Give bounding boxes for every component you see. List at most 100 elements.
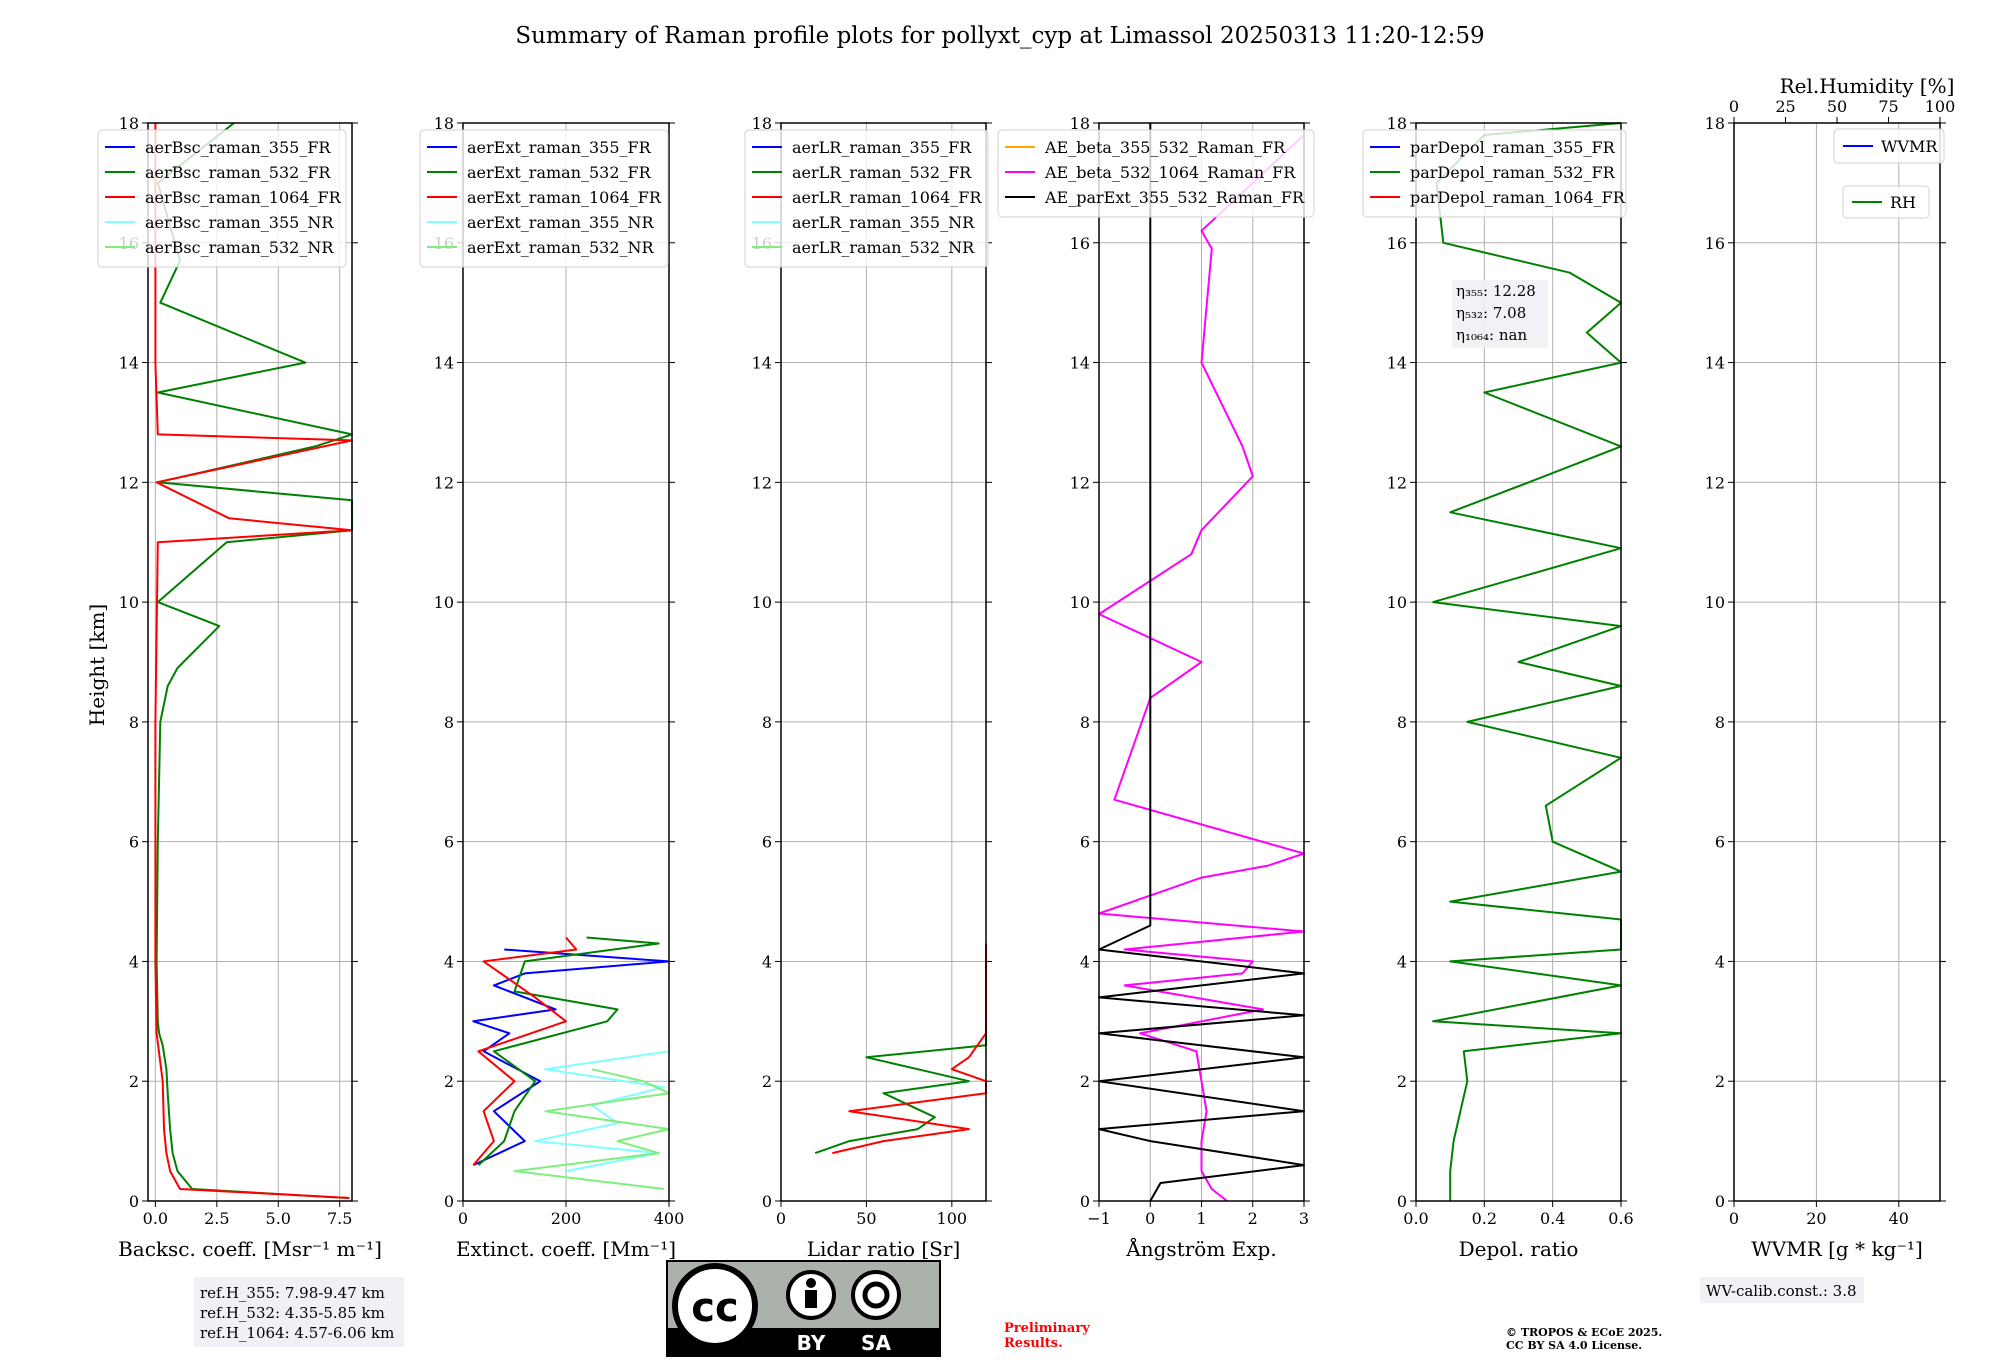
- legend-entry: aerLR_raman_355_NR: [792, 213, 975, 232]
- series-line-parDepol_raman_532_FR: [1432, 122, 1622, 1201]
- y-tick-label: 10: [752, 593, 772, 612]
- ref-height-532: ref.H_532: 4.35-5.85 km: [200, 1304, 385, 1322]
- by-person-head: [806, 1278, 816, 1288]
- legend-entry: aerBsc_raman_355_NR: [145, 213, 334, 232]
- x-tick-label: 0.6: [1608, 1209, 1633, 1228]
- x-axis-label: WVMR [g * kg⁻¹]: [1751, 1237, 1923, 1261]
- x-tick-label: 100: [937, 1209, 968, 1228]
- y-tick-label: 4: [129, 952, 139, 971]
- series-line-aerExt_raman_355_NR: [534, 1050, 670, 1173]
- eta-532: η₅₃₂: 7.08: [1456, 304, 1526, 322]
- x-axis-label: Extinct. coeff. [Mm⁻¹]: [456, 1237, 676, 1261]
- y-tick-label: 16: [1070, 234, 1090, 253]
- y-tick-label: 4: [444, 952, 454, 971]
- y-tick-label: 0: [762, 1192, 772, 1211]
- top-x-tick-label: 25: [1775, 97, 1795, 116]
- y-axis-label: Height [km]: [85, 604, 109, 726]
- eta-355: η₃₅₅: 12.28: [1456, 282, 1536, 300]
- cc-license-badge: cc BY SA: [666, 1260, 941, 1357]
- y-tick-label: 6: [1080, 833, 1090, 852]
- legend-entry: aerBsc_raman_355_FR: [145, 138, 331, 157]
- legend-box: [1842, 185, 1930, 219]
- y-tick-label: 10: [1070, 593, 1090, 612]
- top-x-tick-label: 75: [1878, 97, 1898, 116]
- legend-entry: aerLR_raman_532_FR: [792, 163, 972, 182]
- legend-entry: parDepol_raman_1064_FR: [1410, 188, 1626, 207]
- legend-entry: aerBsc_raman_532_NR: [145, 238, 334, 257]
- plot-frame: [780, 122, 987, 1202]
- legend-entry: AE_parExt_355_532_Raman_FR: [1044, 188, 1305, 207]
- y-tick-label: 8: [1397, 713, 1407, 732]
- x-tick-label: 20: [1806, 1209, 1826, 1228]
- y-tick-label: 18: [752, 114, 772, 133]
- y-tick-label: 16: [1705, 234, 1725, 253]
- plot-frame: [147, 122, 353, 1202]
- x-axis-label: Depol. ratio: [1459, 1237, 1579, 1261]
- x-tick-label: 0.0: [143, 1209, 168, 1228]
- ref-height-355: ref.H_355: 7.98-9.47 km: [200, 1284, 385, 1302]
- x-axis-label: Lidar ratio [Sr]: [807, 1237, 961, 1261]
- y-tick-label: 0: [1715, 1192, 1725, 1211]
- panel-6: 0 20 40 0 2 4 6 8 10 12 14 16 18 WVMR [g * kg⁻¹] 0 25 50…: [1705, 74, 1956, 1261]
- x-tick-label: 2: [1248, 1209, 1258, 1228]
- y-tick-label: 8: [762, 713, 772, 732]
- legend-entry: WVMR: [1881, 137, 1938, 156]
- y-tick-label: 18: [1387, 114, 1407, 133]
- panel-5: 0.0 0.2 0.4 0.6 0 2 4 6 8 10 12 14 16 18 Depol. ratio p…: [1362, 114, 1634, 1261]
- y-tick-label: 6: [1715, 833, 1725, 852]
- plot-frame: [1415, 122, 1622, 1202]
- legend-box: [419, 129, 669, 268]
- y-tick-label: 18: [1070, 114, 1090, 133]
- legend-entry: aerExt_raman_1064_FR: [467, 188, 662, 207]
- legend-entry: aerExt_raman_532_FR: [467, 163, 652, 182]
- figure-title: Summary of Raman profile plots for polly…: [515, 23, 1484, 49]
- legend-entry: aerBsc_raman_532_FR: [145, 163, 331, 182]
- y-tick-label: 12: [1070, 473, 1090, 492]
- y-tick-label: 4: [1715, 952, 1725, 971]
- y-tick-label: 16: [1387, 234, 1407, 253]
- cc-logo-icon: [672, 1263, 758, 1349]
- plot-frame: [1098, 122, 1305, 1202]
- copyright-line-2: CC BY SA 4.0 License.: [1506, 1339, 1642, 1352]
- x-axis-label: Ångström Exp.: [1125, 1236, 1276, 1261]
- legend-box: [744, 129, 989, 268]
- preliminary-line-2: Results.: [1004, 1336, 1063, 1351]
- y-tick-label: 4: [1080, 952, 1090, 971]
- legend-entry: AE_beta_532_1064_Raman_FR: [1044, 163, 1296, 182]
- x-tick-label: 0: [776, 1209, 786, 1228]
- eta-box: η₃₅₅: 12.28 η₅₃₂: 7.08 η₁₀₆₄: nan: [1452, 280, 1548, 348]
- legend-entry: aerLR_raman_1064_FR: [792, 188, 982, 207]
- x-axis-label: Backsc. coeff. [Msr⁻¹ m⁻¹]: [118, 1237, 382, 1261]
- y-tick-label: 12: [119, 473, 139, 492]
- x-tick-label: 0.2: [1472, 1209, 1497, 1228]
- y-tick-label: 10: [1387, 593, 1407, 612]
- plot-frame: [1733, 122, 1941, 1202]
- x-tick-label: 40: [1889, 1209, 1909, 1228]
- ref-height-1064: ref.H_1064: 4.57-6.06 km: [200, 1324, 394, 1342]
- legend-entry: aerExt_raman_355_FR: [467, 138, 652, 157]
- y-tick-label: 14: [1705, 354, 1725, 373]
- wv-calib-const: WV-calib.const.: 3.8: [1706, 1282, 1857, 1300]
- top-x-axis-label: Rel.Humidity [%]: [1780, 74, 1955, 98]
- plot-frame: [462, 122, 670, 1202]
- eta-1064: η₁₀₆₄: nan: [1456, 326, 1527, 344]
- y-tick-label: 12: [434, 473, 454, 492]
- y-tick-label: 6: [129, 833, 139, 852]
- y-tick-label: 0: [1080, 1192, 1090, 1211]
- sa-recycle-icon: [851, 1270, 901, 1320]
- x-tick-label: 2.5: [204, 1209, 229, 1228]
- by-person-body: [805, 1290, 817, 1308]
- series-line-aerBsc_raman_532_FR: [155, 122, 353, 1199]
- y-tick-label: 10: [434, 593, 454, 612]
- legend-entry: parDepol_raman_355_FR: [1410, 138, 1616, 157]
- legend-entry: aerBsc_raman_1064_FR: [145, 188, 342, 207]
- x-tick-label: 1: [1196, 1209, 1206, 1228]
- y-tick-label: 18: [434, 114, 454, 133]
- legend-box: [1362, 129, 1627, 218]
- by-label: BY: [797, 1331, 826, 1355]
- y-tick-label: 2: [1397, 1072, 1407, 1091]
- legend-box: [1833, 128, 1945, 164]
- cc-logo-text: cc: [691, 1285, 738, 1331]
- y-tick-label: 2: [1715, 1072, 1725, 1091]
